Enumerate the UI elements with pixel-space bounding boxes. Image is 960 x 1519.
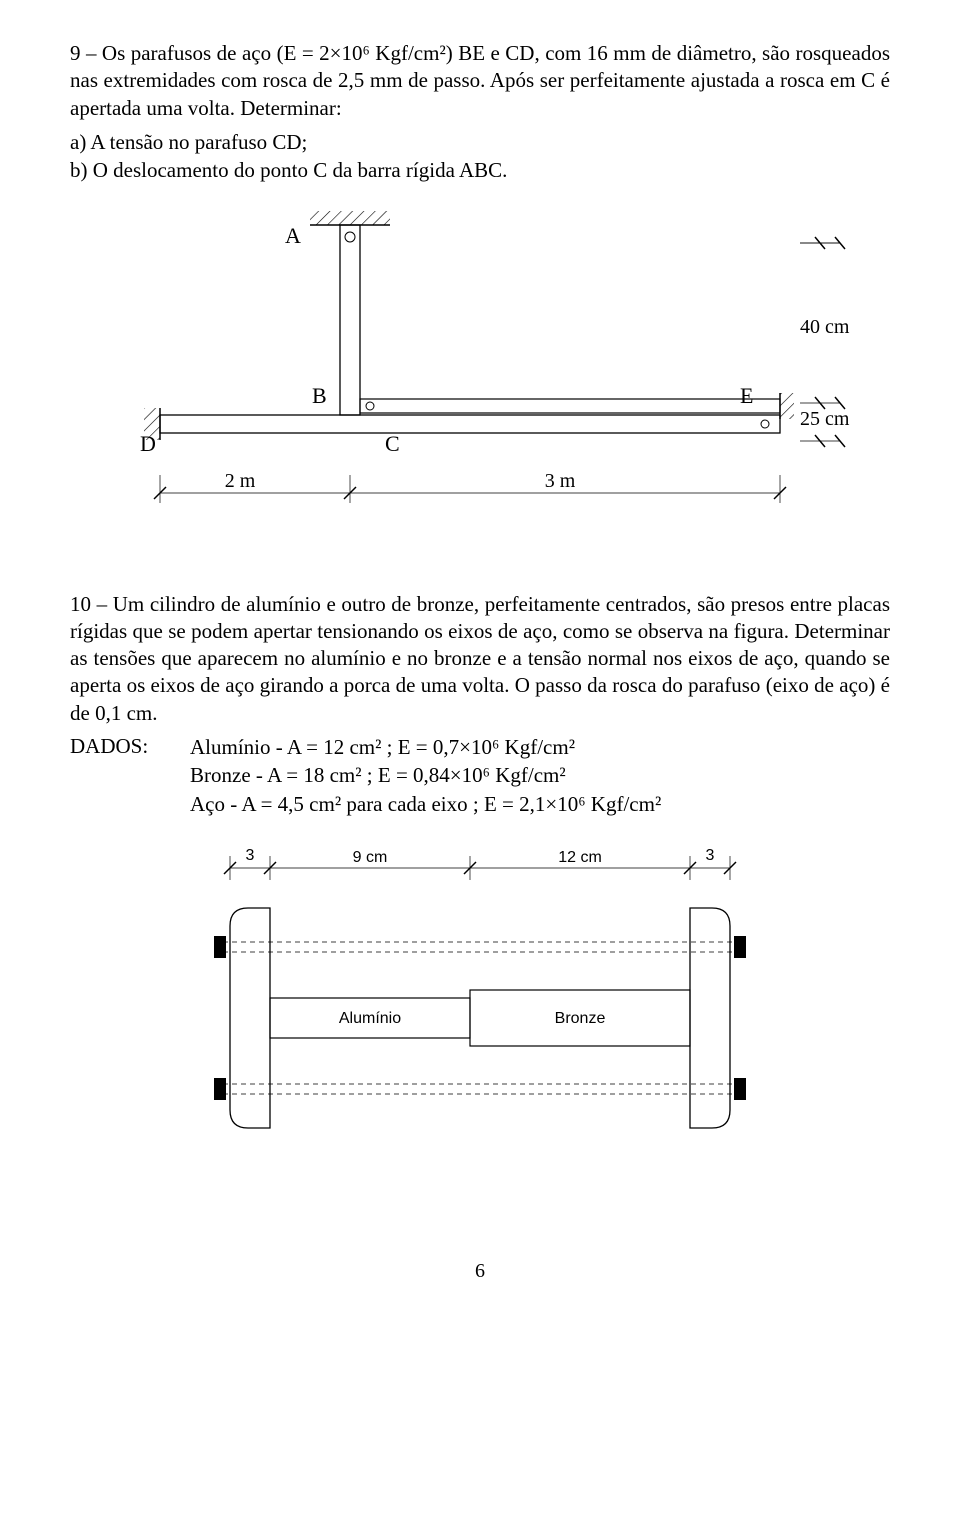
svg-text:25 cm: 25 cm — [800, 408, 850, 430]
label-b: B — [312, 383, 327, 408]
label-d: D — [140, 431, 156, 456]
nut-bottom-left — [214, 1078, 226, 1100]
dados-aluminio: Alumínio - A = 12 cm² ; E = 0,7×10⁶ Kgf/… — [190, 733, 890, 761]
label-e: E — [740, 383, 753, 408]
dim-top-row: 3 9 cm 12 cm 3 — [224, 847, 736, 880]
bar-ac-vertical — [340, 225, 360, 415]
label-c: C — [385, 431, 400, 456]
svg-text:3: 3 — [246, 847, 255, 864]
dados-bronze: Bronze - A = 18 cm² ; E = 0,84×10⁶ Kgf/c… — [190, 761, 890, 789]
label-aluminio: Alumínio — [339, 1010, 401, 1027]
dados-label: DADOS: — [70, 733, 190, 818]
bar-dce — [160, 415, 780, 433]
nut-bottom-right — [734, 1078, 746, 1100]
svg-text:40 cm: 40 cm — [800, 316, 850, 338]
nut-top-right — [734, 936, 746, 958]
problem9-item-b: b) O deslocamento do ponto C da barra rí… — [70, 156, 890, 184]
problem9-figure: A B C D E 40 cm 25 cm — [100, 203, 860, 563]
left-plate — [230, 908, 270, 1128]
dim-40cm: 40 cm — [800, 237, 850, 409]
problem10-figure: 3 9 cm 12 cm 3 Alumínio Bronze — [170, 838, 790, 1168]
svg-text:3 m: 3 m — [545, 470, 576, 492]
page-number: 6 — [70, 1258, 890, 1284]
svg-text:9 cm: 9 cm — [353, 849, 388, 866]
svg-text:12 cm: 12 cm — [558, 849, 602, 866]
dados-aco: Aço - A = 4,5 cm² para cada eixo ; E = 2… — [190, 790, 890, 818]
problem10-statement: 10 – Um cilindro de alumínio e outro de … — [70, 591, 890, 727]
support-top — [310, 211, 390, 225]
svg-text:3: 3 — [706, 847, 715, 864]
nut-top-left — [214, 936, 226, 958]
problem9-item-a: a) A tensão no parafuso CD; — [70, 128, 890, 156]
svg-text:2 m: 2 m — [225, 470, 256, 492]
bar-be — [360, 399, 780, 413]
right-plate — [690, 908, 730, 1128]
dim-25cm: 25 cm — [800, 408, 850, 447]
label-a: A — [285, 223, 301, 248]
problem9-statement: 9 – Os parafusos de aço (E = 2×10⁶ Kgf/c… — [70, 40, 890, 122]
dim-bottom: 2 m 3 m — [154, 470, 786, 503]
label-bronze: Bronze — [555, 1010, 606, 1027]
